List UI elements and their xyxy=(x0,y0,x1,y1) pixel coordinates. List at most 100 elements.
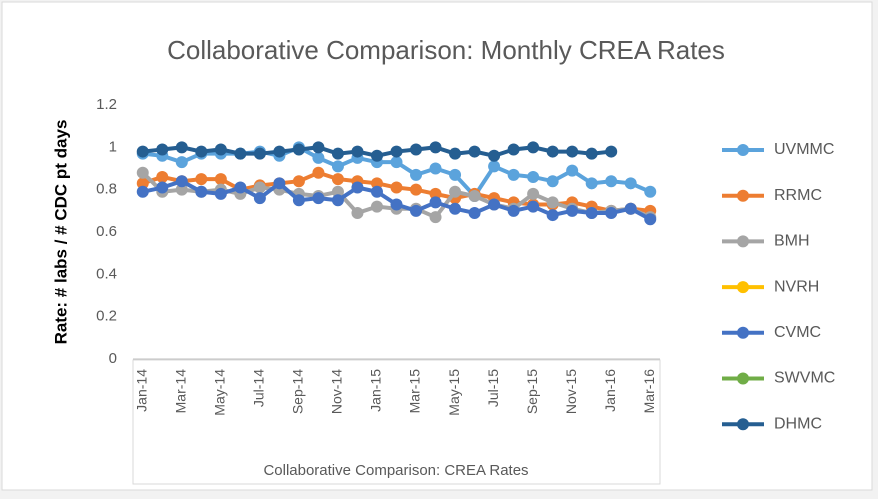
point xyxy=(429,187,442,200)
point xyxy=(546,175,559,188)
legend-marker xyxy=(737,372,749,385)
point xyxy=(370,185,383,198)
x-tick-label: Mar-16 xyxy=(641,369,657,414)
point xyxy=(390,145,403,158)
x-tick-label: Sep-14 xyxy=(290,369,306,414)
point xyxy=(253,147,266,160)
point xyxy=(468,145,481,158)
legend-label: CVMC xyxy=(774,324,821,341)
legend-label: RRMC xyxy=(774,187,822,204)
x-tick-label: Mar-15 xyxy=(407,369,423,414)
point xyxy=(429,211,442,224)
point xyxy=(351,145,364,158)
point xyxy=(175,156,188,169)
legend-marker xyxy=(737,189,749,202)
x-tick-label: Nov-14 xyxy=(329,369,345,414)
point xyxy=(410,168,423,181)
y-tick-label: 1 xyxy=(109,138,117,155)
point xyxy=(136,145,149,158)
point xyxy=(605,145,618,158)
point xyxy=(488,160,501,173)
point xyxy=(195,173,208,186)
x-tick-label: Nov-15 xyxy=(563,369,579,414)
legend-marker xyxy=(737,235,749,248)
point xyxy=(527,141,540,154)
x-tick-label: May-14 xyxy=(212,369,228,416)
point xyxy=(644,213,657,226)
point xyxy=(605,175,618,188)
point xyxy=(273,145,286,158)
point xyxy=(468,190,481,203)
point xyxy=(214,173,227,186)
x-tick-label: Sep-15 xyxy=(524,369,540,414)
point xyxy=(214,143,227,156)
point xyxy=(624,177,637,190)
point xyxy=(156,181,169,194)
point xyxy=(585,147,598,160)
point xyxy=(351,206,364,219)
point xyxy=(507,204,520,217)
point xyxy=(546,145,559,158)
y-tick-label: 0 xyxy=(109,350,117,367)
point xyxy=(370,177,383,190)
y-axis-title: Rate: # labs / # CDC pt days xyxy=(51,120,70,345)
point xyxy=(546,196,559,209)
point xyxy=(370,200,383,213)
point xyxy=(195,185,208,198)
point xyxy=(175,183,188,196)
point xyxy=(195,145,208,158)
point xyxy=(156,170,169,183)
point xyxy=(253,181,266,194)
point xyxy=(624,202,637,215)
point xyxy=(331,194,344,207)
point xyxy=(312,151,325,164)
point xyxy=(449,168,462,181)
point xyxy=(156,143,169,156)
point xyxy=(234,181,247,194)
point xyxy=(507,143,520,156)
point xyxy=(566,145,579,158)
point xyxy=(351,181,364,194)
point xyxy=(370,149,383,162)
legend-marker xyxy=(737,281,749,294)
y-tick-label: 0.4 xyxy=(96,265,117,282)
point xyxy=(605,206,618,219)
x-axis-title: Collaborative Comparison: CREA Rates xyxy=(263,462,528,479)
x-tick-label: Mar-14 xyxy=(172,369,188,414)
y-tick-label: 0.8 xyxy=(96,181,117,198)
point xyxy=(410,143,423,156)
point xyxy=(292,194,305,207)
point xyxy=(390,156,403,169)
point xyxy=(292,143,305,156)
point xyxy=(585,177,598,190)
chart-area xyxy=(1,1,873,491)
point xyxy=(410,204,423,217)
point xyxy=(214,187,227,200)
point xyxy=(136,166,149,179)
point xyxy=(331,173,344,186)
x-tick-label: May-15 xyxy=(446,369,462,416)
point xyxy=(429,196,442,209)
point xyxy=(566,164,579,177)
point xyxy=(331,160,344,173)
point xyxy=(527,200,540,213)
point xyxy=(312,192,325,205)
x-tick-label: Jan-16 xyxy=(602,369,618,412)
point xyxy=(566,204,579,217)
point xyxy=(331,185,344,198)
y-tick-label: 1.2 xyxy=(96,96,117,113)
point xyxy=(449,185,462,198)
point xyxy=(644,185,657,198)
legend-label: BMH xyxy=(774,233,810,250)
legend-label: UVMMC xyxy=(774,141,834,158)
chart-title: Collaborative Comparison: Monthly CREA R… xyxy=(167,35,725,65)
legend-label: DHMC xyxy=(774,415,822,432)
legend-marker xyxy=(737,144,749,156)
point xyxy=(253,192,266,205)
point xyxy=(390,181,403,194)
point xyxy=(527,187,540,200)
point xyxy=(449,202,462,215)
legend-label: NVRH xyxy=(774,278,819,295)
point xyxy=(507,168,520,181)
